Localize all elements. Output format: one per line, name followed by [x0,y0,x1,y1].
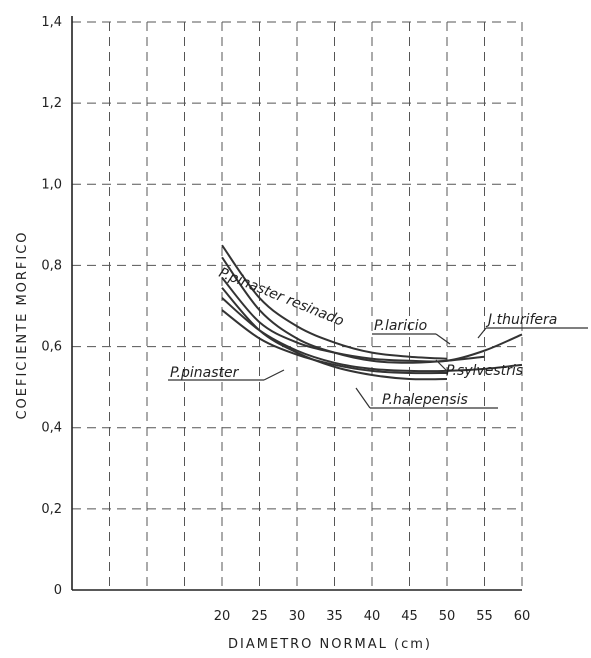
series-labels: P.pinaster resinado P.laricio J.thurifera P… [168,265,588,409]
series-lines [221,244,523,381]
series-label-p-halepensis: P.halepensis [382,392,468,408]
series-line-p-laricio [221,256,485,364]
x-tick-label: 35 [326,609,343,624]
x-tick-label: 50 [439,609,456,624]
series-label-leader [435,333,451,345]
y-tick-label: 1,0 [41,177,62,192]
x-tick-labels: 20 25 30 35 40 45 50 55 60 [214,609,531,624]
series-label-p-sylvestris: P.sylvestris [446,363,523,379]
series-label-p-pinaster: P.pinaster [170,365,240,381]
series-label-leader [263,369,285,381]
x-tick-label: 55 [476,609,493,624]
x-tick-label: 20 [214,609,231,624]
series-line-p-halepensis [221,287,448,381]
y-axis-label: COEFICIENTE MORFICO [15,230,30,419]
series-label-leader [435,359,447,371]
x-tick-label: 45 [401,609,418,624]
series-line-j-thurifera [221,276,523,363]
x-tick-label: 40 [364,609,381,624]
series-label-j-thurifera: J.thurifera [485,312,557,328]
y-tick-label: 0,4 [41,421,62,436]
y-tick-label: 1,4 [41,15,62,30]
y-tick-label: 1,2 [41,96,62,111]
grid [72,21,523,590]
axes [71,16,522,591]
y-tick-label: 0,8 [41,258,62,273]
series-label-p-pinaster-resinado: P.pinaster resinado [217,265,347,330]
series-line-p-pinaster [221,309,448,375]
series-label-leader [477,327,487,339]
y-tick-label: 0,6 [41,340,62,355]
y-tick-label: 0 [54,583,62,598]
x-axis-label: DIAMETRO NORMAL (cm) [228,637,432,652]
series-label-p-laricio: P.laricio [374,318,427,334]
series-label-leader [355,387,371,409]
x-tick-label: 30 [289,609,306,624]
x-tick-label: 60 [514,609,531,624]
y-tick-labels: 0 0,2 0,4 0,6 0,8 1,0 1,2 1,4 [41,15,62,598]
x-tick-label: 25 [251,609,268,624]
series-line-p-pinaster-resinado [221,244,448,360]
y-tick-label: 0,2 [41,502,62,517]
